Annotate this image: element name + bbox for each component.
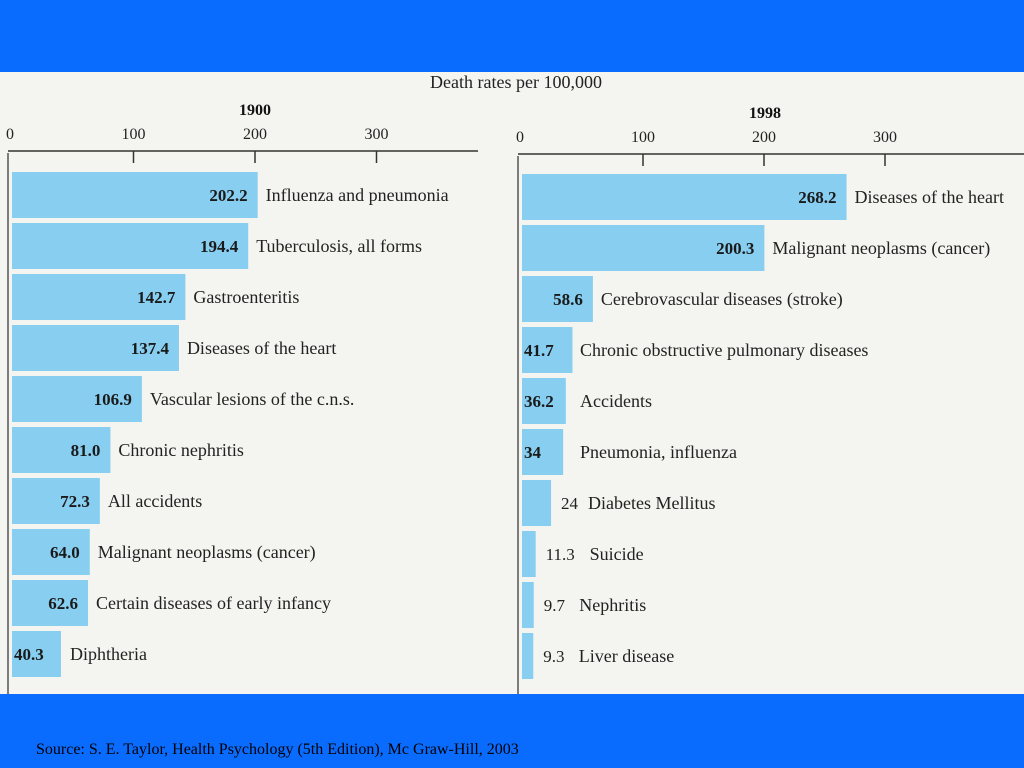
value-label-1900-8: 62.6 bbox=[48, 594, 78, 613]
bar-1900-6 bbox=[12, 478, 100, 524]
x-tick-label-1900-0: 0 bbox=[6, 126, 14, 143]
bar-1998-9 bbox=[522, 633, 534, 679]
value-label-1900-3: 137.4 bbox=[131, 339, 170, 358]
bar-1900-3 bbox=[12, 325, 179, 371]
value-label-1998-6: 24 bbox=[561, 494, 579, 513]
category-label-1900-3: Diseases of the heart bbox=[187, 338, 336, 358]
bar-1900-8 bbox=[12, 580, 89, 626]
category-label-1900-1: Tuberculosis, all forms bbox=[256, 236, 422, 256]
slide-top-band bbox=[0, 0, 1024, 72]
value-label-1900-4: 106.9 bbox=[94, 390, 132, 409]
category-label-1998-5: Pneumonia, influenza bbox=[580, 442, 737, 462]
source-citation: Source: S. E. Taylor, Health Psychology … bbox=[36, 741, 519, 758]
figure-panel: Death rates per 100,000 1900 0 100 200 300 20… bbox=[0, 72, 1024, 694]
bar-1998-5 bbox=[522, 429, 564, 475]
x-tick-label-1900-100: 100 bbox=[122, 126, 146, 143]
bar-1900-0 bbox=[12, 172, 258, 218]
category-label-1900-8: Certain diseases of early infancy bbox=[96, 593, 331, 613]
category-label-1998-9: Liver disease bbox=[579, 646, 674, 666]
value-label-1998-7: 11.3 bbox=[546, 545, 575, 564]
category-label-1900-6: All accidents bbox=[108, 491, 202, 511]
bar-1900-4 bbox=[12, 376, 142, 422]
panel-title-1900: 1900 bbox=[239, 102, 271, 119]
bar-1998-1 bbox=[522, 225, 765, 271]
value-label-1998-8: 9.7 bbox=[544, 596, 566, 615]
value-label-1998-2: 58.6 bbox=[553, 290, 583, 309]
value-label-1900-5: 81.0 bbox=[71, 441, 101, 460]
value-label-1998-0: 268.2 bbox=[798, 188, 836, 207]
bar-1998-3 bbox=[522, 327, 573, 373]
category-label-1900-4: Vascular lesions of the c.n.s. bbox=[150, 389, 354, 409]
category-label-1998-4: Accidents bbox=[580, 391, 652, 411]
category-label-1900-0: Influenza and pneumonia bbox=[266, 185, 449, 205]
value-label-1998-4: 36.2 bbox=[524, 392, 554, 411]
panel-title-1998: 1998 bbox=[749, 105, 781, 122]
category-label-1998-1: Malignant neoplasms (cancer) bbox=[772, 238, 990, 259]
bar-1998-4 bbox=[522, 378, 566, 424]
x-tick-label-1998-0: 0 bbox=[516, 129, 524, 146]
value-label-1998-3: 41.7 bbox=[524, 341, 554, 360]
category-label-1998-0: Diseases of the heart bbox=[855, 187, 1004, 207]
value-label-1900-2: 142.7 bbox=[137, 288, 176, 307]
category-label-1998-6: Diabetes Mellitus bbox=[588, 493, 715, 513]
value-label-1998-1: 200.3 bbox=[716, 239, 754, 258]
category-label-1998-3: Chronic obstructive pulmonary diseases bbox=[580, 340, 868, 360]
category-label-1900-5: Chronic nephritis bbox=[118, 440, 243, 460]
value-label-1900-1: 194.4 bbox=[200, 237, 239, 256]
x-tick-label-1998-200: 200 bbox=[752, 129, 776, 146]
category-label-1998-2: Cerebrovascular diseases (stroke) bbox=[601, 289, 843, 310]
value-label-1900-7: 64.0 bbox=[50, 543, 80, 562]
bar-1998-6 bbox=[522, 480, 552, 526]
value-label-1998-9: 9.3 bbox=[543, 647, 564, 666]
category-label-1998-7: Suicide bbox=[590, 544, 644, 564]
x-tick-label-1900-300: 300 bbox=[365, 126, 389, 143]
bar-1900-1 bbox=[12, 223, 249, 269]
value-label-1900-6: 72.3 bbox=[60, 492, 90, 511]
figure-title: Death rates per 100,000 bbox=[430, 72, 602, 92]
bar-1998-2 bbox=[522, 276, 593, 322]
x-tick-label-1900-200: 200 bbox=[243, 126, 267, 143]
value-label-1900-9: 40.3 bbox=[14, 645, 44, 664]
category-label-1900-9: Diphtheria bbox=[70, 644, 147, 664]
bar-1998-7 bbox=[522, 531, 536, 577]
category-label-1998-8: Nephritis bbox=[579, 595, 646, 615]
bar-1998-8 bbox=[522, 582, 534, 628]
bar-1998-0 bbox=[522, 174, 847, 220]
bar-1900-7 bbox=[12, 529, 90, 575]
bar-1900-9 bbox=[12, 631, 61, 677]
value-label-1998-5: 34 bbox=[524, 443, 542, 462]
bar-1900-5 bbox=[12, 427, 111, 473]
x-tick-label-1998-300: 300 bbox=[873, 129, 897, 146]
bar-1900-2 bbox=[12, 274, 186, 320]
category-label-1900-2: Gastroenteritis bbox=[193, 287, 299, 307]
value-label-1900-0: 202.2 bbox=[209, 186, 247, 205]
category-label-1900-7: Malignant neoplasms (cancer) bbox=[98, 542, 316, 563]
x-tick-label-1998-100: 100 bbox=[631, 129, 655, 146]
death-rates-charts: 1900 0 100 200 300 202.2 Influenza and pneumon… bbox=[6, 102, 1024, 694]
